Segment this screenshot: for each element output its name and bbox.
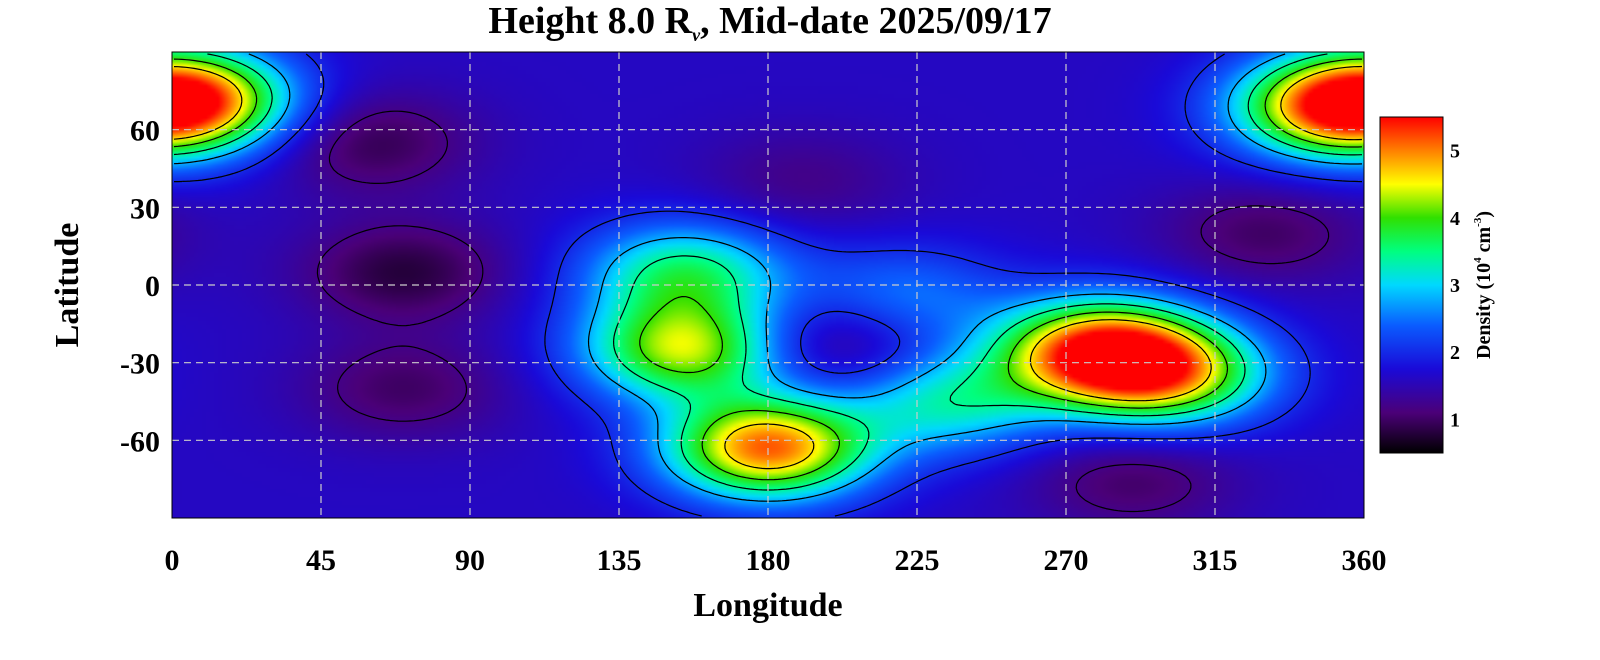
grid-lines	[172, 52, 1364, 518]
x-axis-label: Longitude	[693, 587, 842, 624]
colorbar-label: Density (104 cm-3)	[1472, 211, 1495, 359]
plot-frame	[171, 51, 1365, 519]
y-axis-ticks: 60 30 0 -30 -60	[120, 115, 160, 459]
y-axis-label: Latitude	[49, 223, 86, 348]
contour-line	[173, 53, 1363, 502]
contour-lines	[173, 53, 1363, 517]
y-tick-label: 0	[145, 270, 160, 303]
colorbar-tick-label: 2	[1450, 342, 1460, 364]
colorbar-tick-label: 3	[1450, 275, 1460, 297]
x-tick-label: 0	[165, 544, 180, 577]
contour-line	[173, 53, 1363, 491]
x-tick-label: 180	[746, 544, 791, 577]
chart-title: Height 8.0 Rv, Mid-date 2025/09/17	[0, 2, 1540, 54]
colorbar-label-prefix: Density (10	[1473, 263, 1495, 359]
x-tick-label: 315	[1193, 544, 1238, 577]
chart-title-main: Height 8.0 R	[488, 0, 693, 42]
y-tick-label: 60	[130, 115, 160, 148]
x-axis-ticks: 0 45 90 135 180 225 270 315 360	[165, 544, 1387, 577]
colorbar-tick-label: 5	[1450, 141, 1460, 163]
x-tick-label: 135	[597, 544, 642, 577]
colorbar-label-exp: 4	[1472, 257, 1484, 263]
colorbar-label-suffix: cm	[1473, 227, 1495, 258]
x-tick-label: 225	[895, 544, 940, 577]
chart-title-subscript: v	[692, 25, 701, 45]
heatmap-area	[172, 52, 1364, 518]
x-tick-label: 45	[306, 544, 336, 577]
x-tick-label: 360	[1342, 544, 1387, 577]
x-tick-label: 90	[455, 544, 485, 577]
colorbar-tick-label: 1	[1450, 409, 1460, 431]
y-tick-label: -30	[120, 348, 160, 381]
chart-title-rest: , Mid-date 2025/09/17	[700, 0, 1052, 42]
x-tick-label: 270	[1044, 544, 1089, 577]
colorbar	[1379, 116, 1444, 454]
y-tick-label: -60	[120, 425, 160, 458]
colorbar-label-close: )	[1473, 211, 1495, 218]
contour-line	[173, 65, 1363, 470]
contour-line	[173, 58, 1363, 481]
colorbar-tick-label: 4	[1450, 208, 1460, 230]
contour-line	[316, 110, 1330, 513]
contour-line	[174, 53, 1363, 517]
y-tick-label: 30	[130, 192, 160, 225]
colorbar-label-exp2: -3	[1472, 217, 1484, 227]
colorbar-ticks: 5 4 3 2 1	[1450, 141, 1460, 432]
